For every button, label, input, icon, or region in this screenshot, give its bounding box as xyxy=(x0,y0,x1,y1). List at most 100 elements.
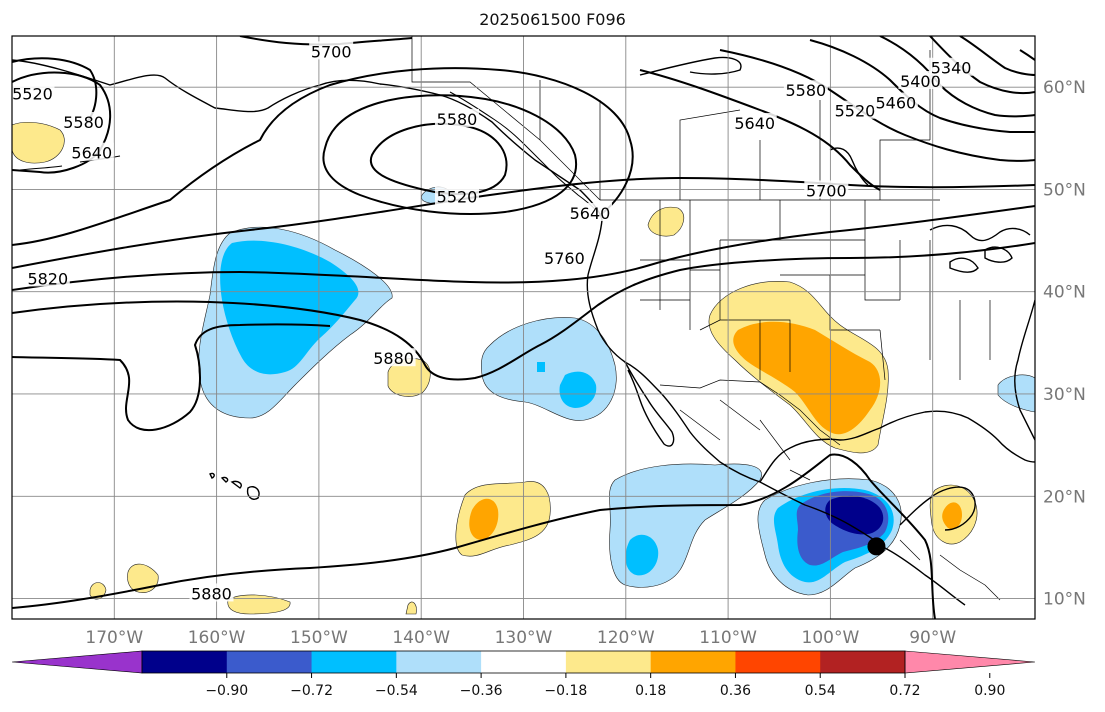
colorbar-segment xyxy=(311,651,397,673)
contour-label-background xyxy=(873,92,918,111)
contour-label-background xyxy=(69,142,114,161)
contour-labels: 5700 5520 5580 5640 5580 5520 5640 5760 5820 5880… xyxy=(12,41,974,603)
contour-label: 5700 xyxy=(806,181,847,200)
longitude-tick-label: 150°W xyxy=(290,628,348,648)
negative-anomaly-core-130w xyxy=(537,362,597,408)
colorbar-extend-low xyxy=(11,650,143,674)
contour-label: 5400 xyxy=(900,72,941,91)
contour-5580-low xyxy=(322,94,578,216)
contour-label: 5580 xyxy=(63,113,104,132)
colorbar-tick-label: 0.90 xyxy=(974,683,1005,699)
contour-label-background xyxy=(832,100,877,119)
colorbar-outline xyxy=(141,650,906,674)
contour-label: 5880 xyxy=(191,584,232,603)
positive-anomaly-bits-south xyxy=(89,563,417,615)
latitude-tick-label: 10°N xyxy=(1043,590,1086,610)
negative-anomaly-core-tropical xyxy=(625,534,659,576)
colorbar-segment xyxy=(650,651,736,673)
contour-upper-right-5640 xyxy=(639,69,881,191)
colorbar xyxy=(11,650,1036,674)
latitude-tick-label: 50°N xyxy=(1043,180,1086,200)
contour-5880-tropical xyxy=(12,453,936,619)
contour-label-background xyxy=(732,112,777,131)
contour-5820 xyxy=(12,205,1035,291)
positive-anomaly-core-texas xyxy=(733,321,881,435)
colorbar-tick-label: 0.36 xyxy=(720,683,751,699)
colorbar-segment xyxy=(735,651,821,673)
contour-label-background xyxy=(783,80,828,99)
contour-label-background xyxy=(567,202,612,221)
contour-5580-left xyxy=(12,57,98,126)
great-lakes xyxy=(929,224,1031,273)
contour-label: 5640 xyxy=(570,204,611,223)
map-title: 2025061500 F096 xyxy=(479,10,626,29)
latitude-tick-label: 40°N xyxy=(1043,283,1086,303)
contour-label-background xyxy=(435,108,480,127)
contour-upper-right-5520 xyxy=(809,39,1035,133)
black-dot xyxy=(867,537,886,556)
longitude-tick-label: 170°W xyxy=(85,628,143,648)
contour-label: 5340 xyxy=(931,59,972,78)
contour-label: 5640 xyxy=(734,114,775,133)
contour-label-background xyxy=(61,111,106,130)
longitude-tick-label: 160°W xyxy=(188,628,246,648)
contour-label: 5580 xyxy=(785,81,826,100)
contour-upper-right-5460 xyxy=(879,36,1035,118)
colorbar-tick-label: 0.54 xyxy=(805,683,836,699)
hawaii xyxy=(209,472,260,500)
east-coast xyxy=(1013,299,1035,441)
contour-label-background xyxy=(12,83,55,102)
contour-5700-left xyxy=(12,71,112,174)
colorbar-segment xyxy=(820,651,906,673)
contour-label: 5520 xyxy=(437,188,478,207)
positive-anomaly-core-133w xyxy=(469,498,499,540)
contour-label: 5640 xyxy=(71,144,112,163)
contour-upper-right-5580 xyxy=(719,49,1035,162)
contour-label-background xyxy=(542,247,587,266)
contour-5880-north xyxy=(12,242,1035,381)
colorbar-labels: −0.90 −0.72 −0.54 −0.36 −0.18 0.18 0.36 0.54 0.7… xyxy=(205,673,1005,699)
contour-label: 5880 xyxy=(373,349,414,368)
contour-5640 xyxy=(12,67,634,246)
colorbar-tick-label: −0.36 xyxy=(460,683,503,699)
colorbar-segment xyxy=(142,651,228,673)
contour-5760 xyxy=(12,176,1035,269)
colorbar-segment xyxy=(396,651,482,673)
contour-label: 5520 xyxy=(835,102,876,121)
colorbar-tick-label: −0.72 xyxy=(290,683,333,699)
latitude-tick-label: 60°N xyxy=(1043,78,1086,98)
positive-anomaly-blob-west-edge xyxy=(12,121,65,164)
longitude-tick-label: 130°W xyxy=(495,628,553,648)
contour-label: 5820 xyxy=(27,269,68,288)
contour-label: 5700 xyxy=(311,42,352,61)
colorbar-tick-label: 0.18 xyxy=(635,683,666,699)
contour-label-background xyxy=(309,41,354,60)
contour-label: 5580 xyxy=(437,110,478,129)
yucatan-coast xyxy=(899,486,976,531)
contour-label: 5760 xyxy=(544,249,585,268)
longitude-tick-label: 140°W xyxy=(392,628,450,648)
colorbar-extend-high xyxy=(904,650,1036,674)
us-mexico-border xyxy=(659,379,841,446)
contour-5520-low xyxy=(369,122,508,196)
contour-label-background xyxy=(371,348,416,367)
map-frame xyxy=(11,35,1036,620)
contour-label-background xyxy=(804,180,849,199)
latitude-tick-label: 30°N xyxy=(1043,385,1086,405)
mexico-state-lines xyxy=(679,399,1001,601)
positive-anomaly-core-central-america xyxy=(942,502,962,530)
contour-label-background xyxy=(25,268,70,287)
alaska-panhandle xyxy=(449,91,599,213)
latitude-labels: 10°N 20°N 30°N 40°N 50°N 60°N xyxy=(1043,78,1086,609)
alaska-coast xyxy=(12,59,603,221)
political-borders xyxy=(411,36,1001,601)
longitude-tick-label: 110°W xyxy=(699,628,757,648)
height-contours xyxy=(12,36,1035,619)
colorbar-tick-label: −0.54 xyxy=(375,683,418,699)
latitude-tick-label: 20°N xyxy=(1043,487,1086,507)
longitude-tick-label: 120°W xyxy=(597,628,655,648)
negative-anomaly-core-mexico xyxy=(825,495,884,535)
baja-california xyxy=(624,361,675,447)
colorbar-tick-label: −0.18 xyxy=(544,683,587,699)
